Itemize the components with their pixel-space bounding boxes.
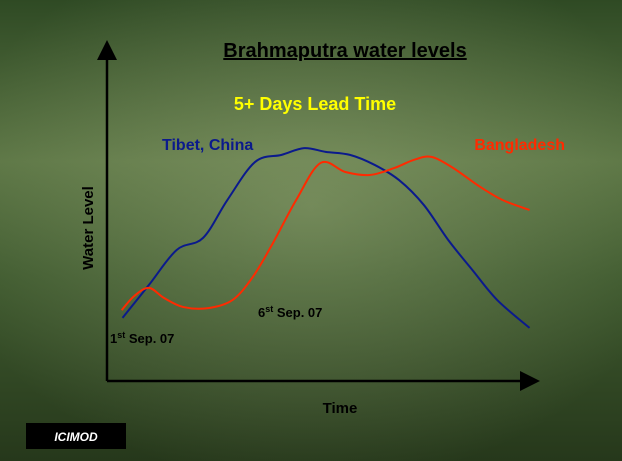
logo: ICIMOD bbox=[54, 430, 98, 444]
annotation-text: Sep. 07 bbox=[273, 305, 322, 320]
legend-label: Tibet, China bbox=[162, 137, 253, 154]
slide: Brahmaputra water levels 5+ Days Lead Ti… bbox=[0, 0, 622, 461]
annotation-sup: st bbox=[117, 330, 125, 340]
annotation-number: 6 bbox=[258, 305, 265, 320]
chart-title: Brahmaputra water levels bbox=[223, 40, 466, 62]
annotation-sup: st bbox=[265, 304, 273, 314]
annotation-text: Sep. 07 bbox=[125, 331, 174, 346]
subtitle: 5+ Days Lead Time bbox=[234, 94, 396, 114]
legend-label: Bangladesh bbox=[474, 137, 565, 154]
x-axis-label: Time bbox=[323, 400, 358, 417]
y-axis-label: Water Level bbox=[80, 186, 97, 270]
annotation-number: 1 bbox=[110, 331, 117, 346]
